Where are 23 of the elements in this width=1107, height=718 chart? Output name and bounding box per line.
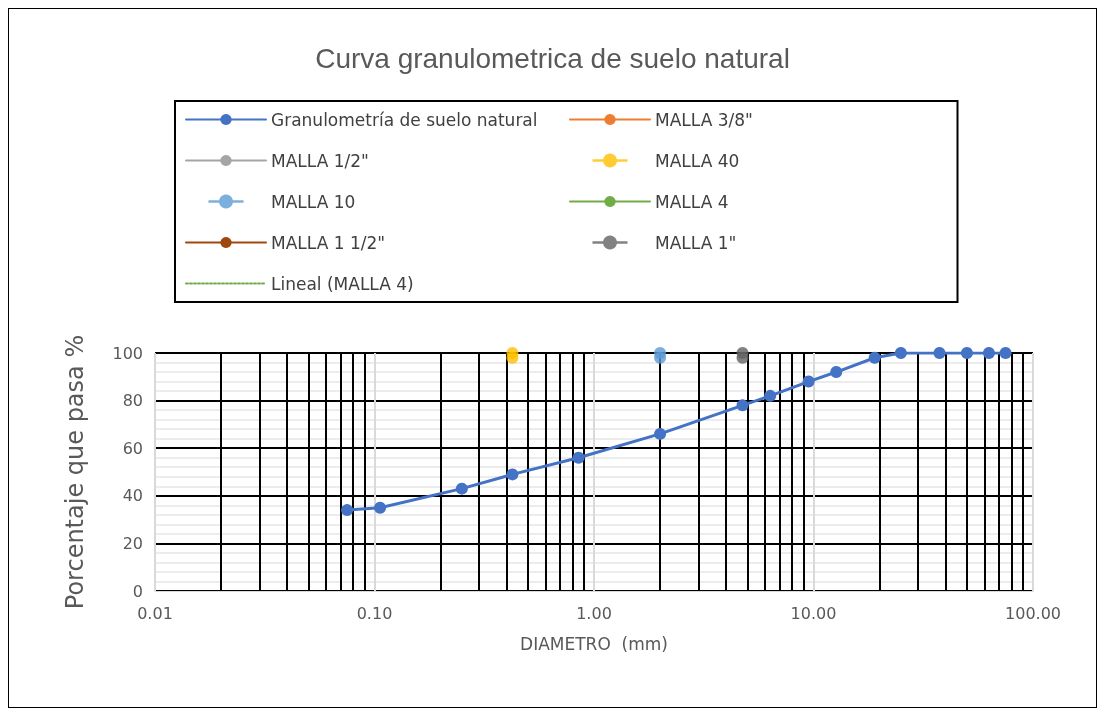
legend-label: MALLA 3/8": [655, 109, 753, 130]
legend-label: MALLA 10: [271, 191, 356, 212]
x-tick-label: 100.00: [1005, 603, 1061, 623]
y-tick-label: 80: [122, 391, 143, 411]
y-axis-title: Porcentaje que pasa %: [61, 334, 89, 610]
legend-label: MALLA 1 1/2": [271, 232, 386, 253]
x-tick-label: 0.10: [356, 603, 393, 623]
x-tick-label: 10.00: [790, 603, 837, 623]
y-tick-label: 40: [122, 486, 143, 506]
x-axis-title: DIAMETRO (mm): [520, 633, 668, 654]
x-tick-label: 1.00: [576, 603, 612, 623]
legend-label: MALLA 1/2": [271, 150, 369, 171]
y-tick-label: 0: [132, 581, 143, 601]
legend-label: Granulometría de suelo natural: [271, 109, 538, 130]
legend-label: MALLA 40: [655, 150, 740, 171]
legend-label: MALLA 1": [655, 232, 737, 253]
y-tick-label: 60: [122, 438, 143, 458]
legend-label: Lineal (MALLA 4): [271, 273, 414, 294]
legend-label: MALLA 4: [655, 191, 729, 212]
y-tick-label: 100: [112, 343, 143, 363]
x-tick-label: 0.01: [137, 603, 173, 623]
chart-title: Curva granulometrica de suelo natural: [315, 42, 790, 74]
y-tick-label: 20: [122, 533, 143, 553]
